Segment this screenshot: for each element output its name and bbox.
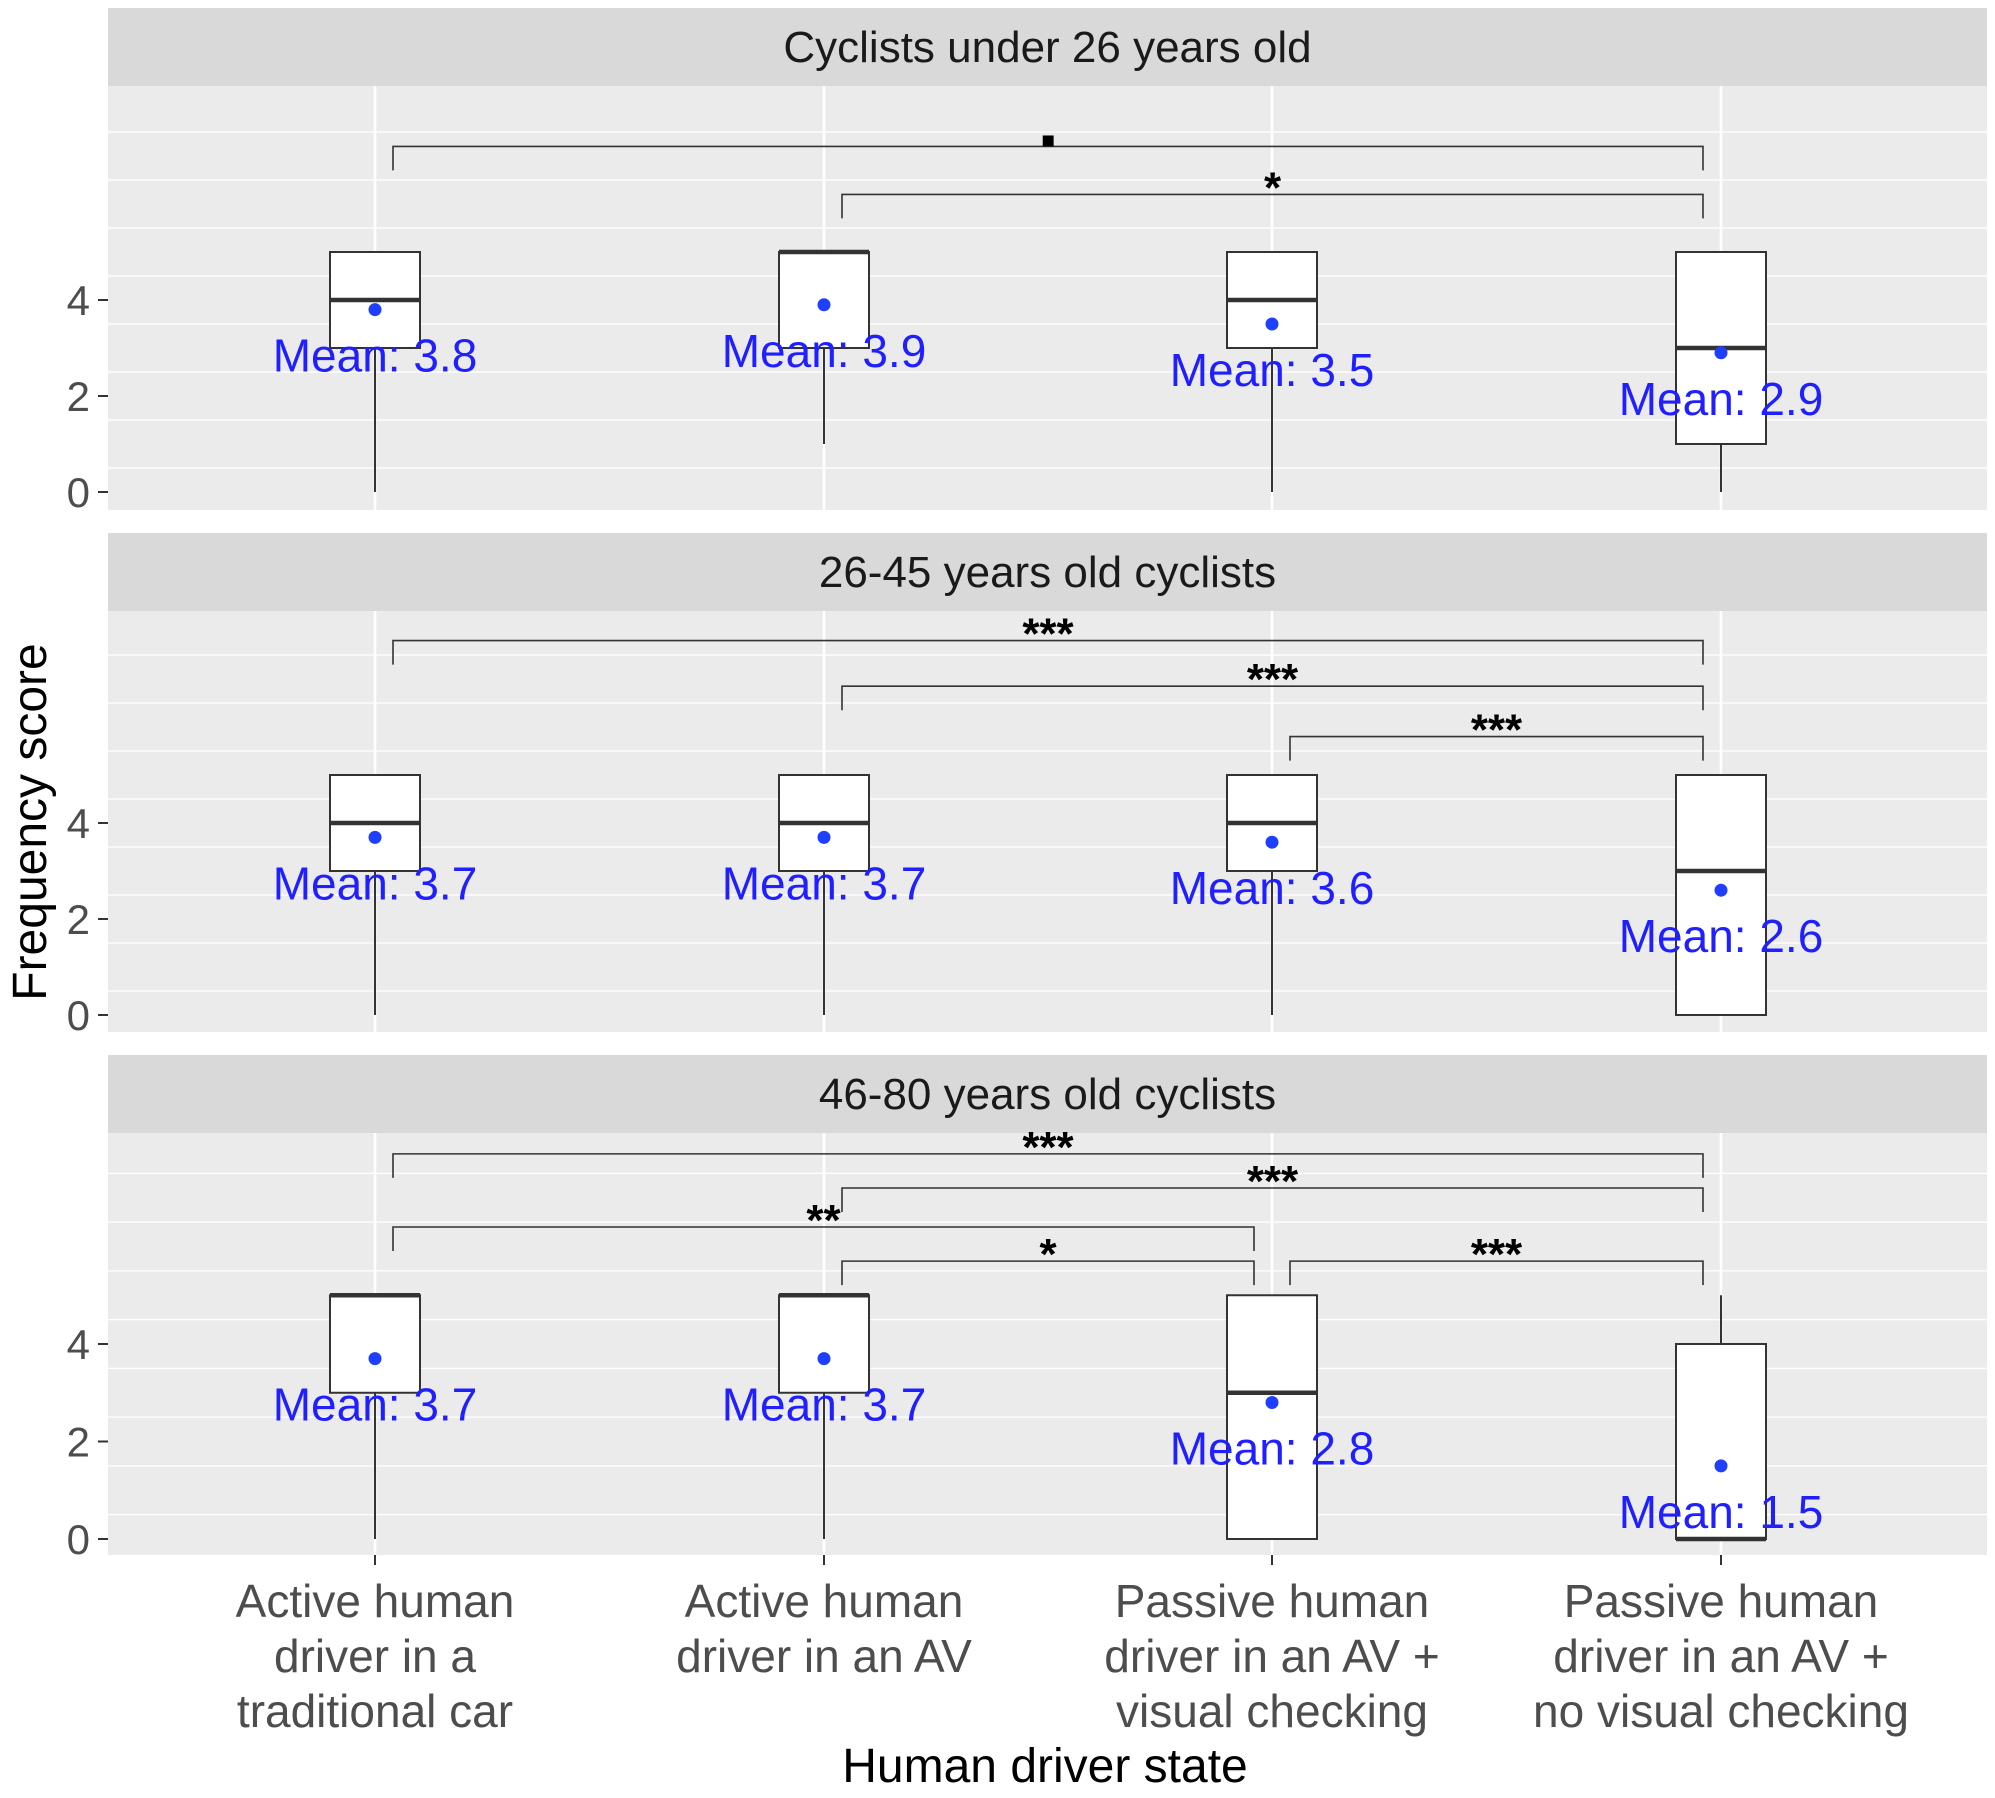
mean-point <box>368 830 382 844</box>
box-2: Mean: 3.7 <box>722 1293 927 1539</box>
plot-background <box>108 1133 1987 1555</box>
mean-label: Mean: 3.9 <box>722 325 927 377</box>
y-tick-label: 0 <box>67 992 90 1039</box>
mean-point <box>368 303 382 317</box>
box-3: Mean: 2.8 <box>1170 1294 1375 1540</box>
x-category-label: visual checking <box>1116 1685 1428 1737</box>
x-category-label: driver in an AV + <box>1553 1630 1888 1682</box>
x-category-label: Passive human <box>1564 1575 1879 1627</box>
box-3: Mean: 3.5 <box>1170 251 1375 492</box>
box-1: Mean: 3.8 <box>273 251 478 492</box>
box-4: Mean: 1.5 <box>1619 1295 1824 1542</box>
y-tick-label: 2 <box>67 1419 90 1466</box>
panel-2: 26-45 years old cyclists 0 2 4 Mean: 3.7 Mean… <box>67 533 1987 1039</box>
significance-label: ▪ <box>1040 115 1056 164</box>
significance-label: *** <box>1022 1123 1074 1172</box>
panel-strip <box>108 533 1987 611</box>
y-tick-label: 4 <box>67 1321 90 1368</box>
y-tick-label: 2 <box>67 373 90 420</box>
y-tick-label: 0 <box>67 1516 90 1563</box>
mean-label: Mean: 2.6 <box>1619 910 1824 962</box>
y-tick-label: 0 <box>67 469 90 516</box>
mean-label: Mean: 3.7 <box>722 1379 927 1431</box>
significance-label: *** <box>1471 706 1523 755</box>
x-category-label: Active human <box>685 1575 964 1627</box>
x-category-label: driver in an AV + <box>1104 1630 1439 1682</box>
panel-title: 46-80 years old cyclists <box>819 1070 1276 1119</box>
panel-3: 46-80 years old cyclists 0 2 4 Mean: 3.7 Mean… <box>67 1055 1987 1563</box>
significance-bracket <box>392 639 1704 665</box>
plot-background <box>108 611 1987 1032</box>
box-2: Mean: 3.9 <box>722 249 927 444</box>
mean-point <box>1714 1459 1728 1473</box>
mean-label: Mean: 2.8 <box>1170 1423 1375 1475</box>
mean-point <box>1265 1396 1279 1409</box>
y-tick-label: 4 <box>67 800 90 847</box>
y-tick-label: 2 <box>67 896 90 943</box>
significance-bracket <box>1289 1260 1704 1286</box>
mean-point <box>368 1352 382 1366</box>
x-category-label: no visual checking <box>1533 1685 1909 1737</box>
significance-label: *** <box>1022 610 1074 659</box>
significance-bracket <box>392 1153 1704 1178</box>
mean-label: Mean: 3.8 <box>273 330 478 382</box>
box-1: Mean: 3.7 <box>273 774 478 1015</box>
x-axis-title: Human driver state <box>842 1740 1248 1793</box>
plot-background <box>108 86 1987 510</box>
mean-label: Mean: 3.5 <box>1170 344 1375 396</box>
mean-label: Mean: 3.7 <box>722 857 927 909</box>
panels-layer: Cyclists under 26 years old 0 2 4 Mean: 3.8 M… <box>67 8 1987 1563</box>
box-iqr <box>1675 1343 1767 1540</box>
mean-label: Mean: 3.7 <box>273 1379 478 1431</box>
significance-label: * <box>1039 1230 1057 1279</box>
mean-label: Mean: 1.5 <box>1619 1486 1824 1538</box>
panel-strip <box>108 1055 1987 1133</box>
box-4: Mean: 2.9 <box>1619 251 1824 492</box>
significance-bracket <box>392 145 1704 171</box>
mean-label: Mean: 3.7 <box>273 857 478 909</box>
box-iqr <box>1226 1294 1318 1540</box>
significance-label: ** <box>806 1196 841 1245</box>
significance-bracket <box>392 1226 1255 1251</box>
mean-point <box>817 830 831 844</box>
significance-label: *** <box>1247 1157 1299 1206</box>
x-category-label: driver in a <box>274 1630 476 1682</box>
significance-bracket <box>1289 735 1704 761</box>
mean-label: Mean: 2.9 <box>1619 373 1824 425</box>
significance-bracket <box>841 193 1704 219</box>
panel-title: 26-45 years old cyclists <box>819 548 1276 597</box>
mean-point <box>1265 835 1279 849</box>
x-category-label: traditional car <box>237 1685 513 1737</box>
mean-point <box>1714 346 1728 360</box>
mean-point <box>817 1352 831 1366</box>
y-axis-title: Frequency score <box>4 643 57 1001</box>
significance-bracket <box>841 1187 1704 1212</box>
x-category-label: Active human <box>236 1575 515 1627</box>
box-3: Mean: 3.6 <box>1170 774 1375 1015</box>
panel-strip <box>108 8 1987 86</box>
box-4: Mean: 2.6 <box>1619 774 1824 1016</box>
significance-bracket <box>841 685 1704 711</box>
x-category-label: driver in an AV <box>676 1630 972 1682</box>
mean-point <box>817 298 831 312</box>
mean-point <box>1265 317 1279 331</box>
significance-label: * <box>1264 163 1282 212</box>
panel-title: Cyclists under 26 years old <box>783 23 1311 72</box>
significance-label: *** <box>1247 655 1299 704</box>
mean-point <box>1714 883 1728 897</box>
mean-label: Mean: 3.6 <box>1170 862 1375 914</box>
box-1: Mean: 3.7 <box>273 1293 478 1539</box>
significance-label: *** <box>1471 1230 1523 1279</box>
x-category-label: Passive human <box>1115 1575 1430 1627</box>
panel-1: Cyclists under 26 years old 0 2 4 Mean: 3.8 M… <box>67 8 1987 516</box>
box-2: Mean: 3.7 <box>722 774 927 1015</box>
y-tick-label: 4 <box>67 277 90 324</box>
significance-bracket <box>841 1260 1255 1286</box>
